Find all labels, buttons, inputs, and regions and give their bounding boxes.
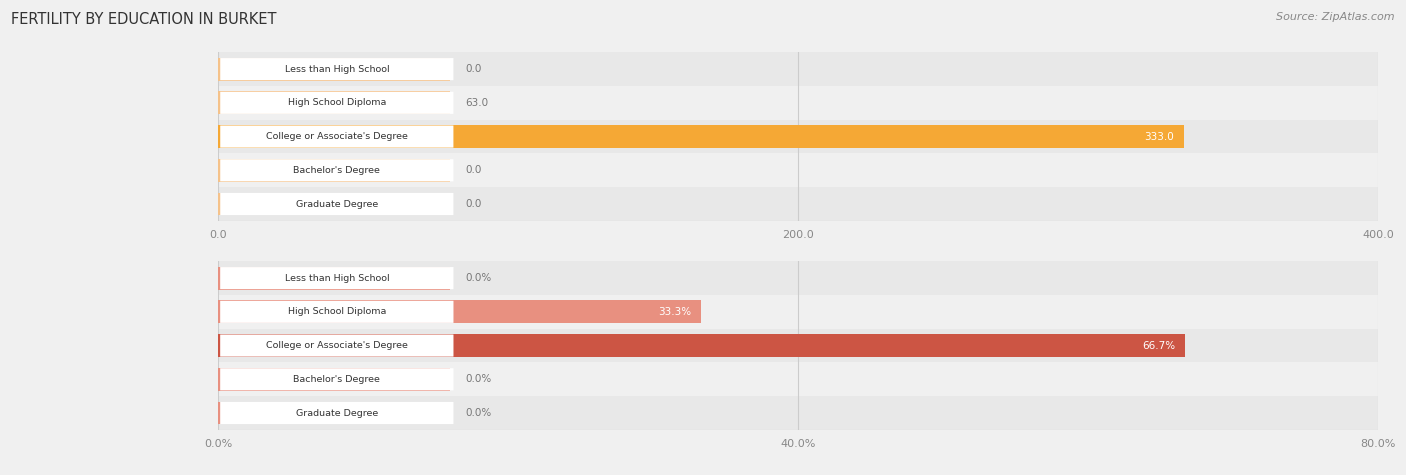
Text: Less than High School: Less than High School — [284, 274, 389, 283]
Text: 0.0%: 0.0% — [465, 408, 491, 418]
Text: Source: ZipAtlas.com: Source: ZipAtlas.com — [1277, 12, 1395, 22]
FancyBboxPatch shape — [221, 125, 453, 148]
Text: 0.0: 0.0 — [465, 64, 481, 74]
Text: College or Associate's Degree: College or Associate's Degree — [266, 341, 408, 350]
Text: 33.3%: 33.3% — [658, 307, 692, 317]
Bar — [218, 187, 1378, 221]
FancyBboxPatch shape — [221, 58, 453, 80]
Text: High School Diploma: High School Diploma — [288, 98, 387, 107]
Bar — [218, 125, 1184, 148]
Text: 66.7%: 66.7% — [1143, 341, 1175, 351]
Text: 63.0: 63.0 — [465, 98, 488, 108]
Text: Graduate Degree: Graduate Degree — [295, 408, 378, 418]
FancyBboxPatch shape — [221, 193, 453, 215]
Text: Less than High School: Less than High School — [284, 65, 389, 74]
Bar — [218, 401, 450, 425]
Text: 0.0: 0.0 — [465, 199, 481, 209]
Text: FERTILITY BY EDUCATION IN BURKET: FERTILITY BY EDUCATION IN BURKET — [11, 12, 277, 27]
Text: 333.0: 333.0 — [1144, 132, 1174, 142]
Bar — [218, 368, 450, 391]
Bar — [218, 396, 1378, 430]
Text: 0.0: 0.0 — [465, 165, 481, 175]
Bar — [218, 86, 1378, 120]
FancyBboxPatch shape — [221, 402, 454, 424]
Text: College or Associate's Degree: College or Associate's Degree — [266, 132, 408, 141]
FancyBboxPatch shape — [221, 368, 454, 390]
FancyBboxPatch shape — [221, 159, 453, 181]
Text: 0.0%: 0.0% — [465, 374, 491, 384]
Bar — [218, 329, 1378, 362]
FancyBboxPatch shape — [221, 92, 453, 114]
Bar — [218, 57, 450, 81]
Bar — [218, 334, 1185, 357]
FancyBboxPatch shape — [221, 334, 454, 357]
Bar — [218, 295, 1378, 329]
Bar — [218, 153, 1378, 187]
Bar — [218, 266, 450, 290]
Bar — [218, 362, 1378, 396]
FancyBboxPatch shape — [221, 301, 454, 323]
Bar — [218, 300, 700, 323]
Bar — [218, 91, 450, 114]
Bar — [218, 52, 1378, 86]
Text: Bachelor's Degree: Bachelor's Degree — [294, 375, 380, 384]
Bar — [218, 192, 450, 216]
Bar — [218, 120, 1378, 153]
Text: High School Diploma: High School Diploma — [288, 307, 387, 316]
FancyBboxPatch shape — [221, 267, 454, 289]
Bar — [218, 159, 450, 182]
Text: Bachelor's Degree: Bachelor's Degree — [294, 166, 380, 175]
Text: 0.0%: 0.0% — [465, 273, 491, 283]
Bar — [218, 261, 1378, 295]
Text: Graduate Degree: Graduate Degree — [295, 200, 378, 209]
